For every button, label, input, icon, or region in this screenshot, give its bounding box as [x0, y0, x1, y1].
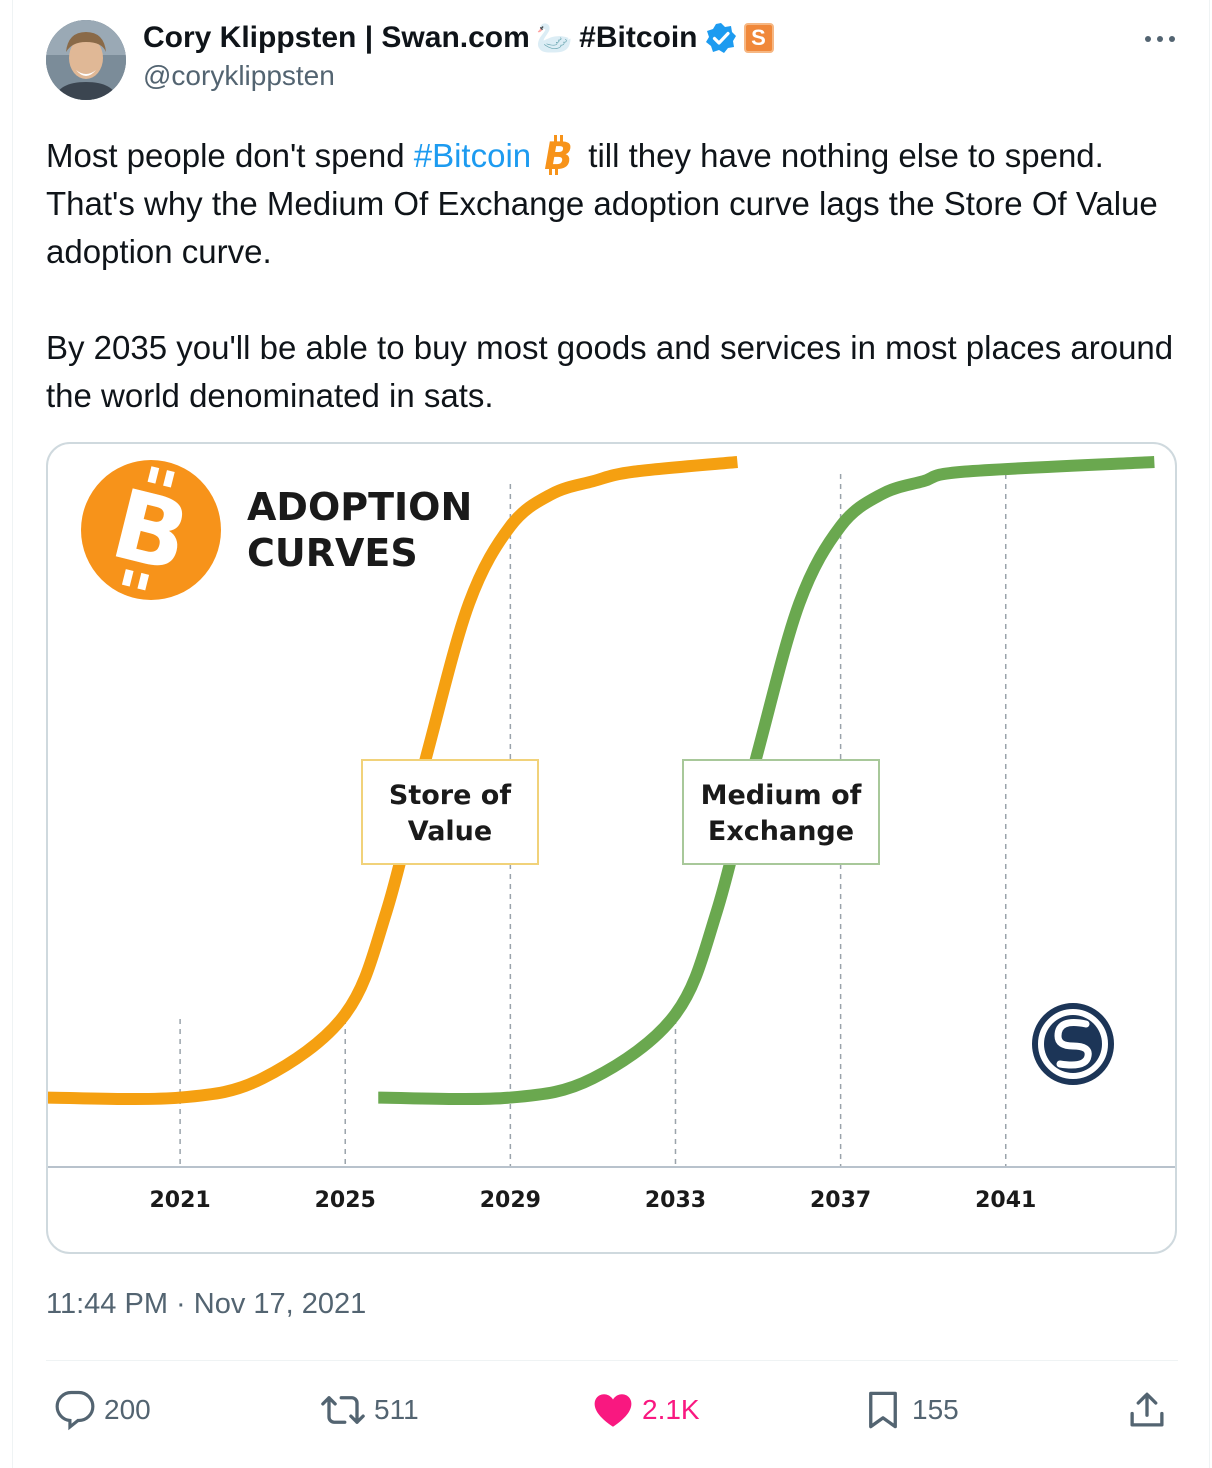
tweet-paragraph-1: Most people don't spend #Bitcoin B till t… [46, 132, 1196, 276]
share-button[interactable] [1126, 1380, 1176, 1440]
author-handle[interactable]: @coryklippsten [143, 60, 335, 91]
like-count: 2.1K [642, 1394, 700, 1425]
reply-count: 200 [104, 1394, 151, 1425]
svg-text:B: B [540, 135, 577, 175]
tweet-timestamp[interactable]: 11:44 PM · Nov 17, 2021 [46, 1288, 367, 1320]
grid-lines [179, 474, 1007, 1167]
swan-logo-icon [1032, 1003, 1114, 1085]
bitcoin-emoji-icon: B [540, 134, 577, 179]
tweet-media-chart[interactable]: 2021 2025 2029 2033 2037 2041 B ADOPTION CURV… [46, 442, 1177, 1254]
tweet-paragraph-2: By 2035 you'll be able to buy most goods… [46, 329, 1174, 414]
series-label-text: Exchange [708, 816, 854, 847]
chart-title-line1: ADOPTION [247, 485, 472, 529]
like-button[interactable]: 2.1K [592, 1380, 700, 1440]
x-tick-label: 2041 [975, 1188, 1036, 1213]
affiliate-badge[interactable]: S [743, 23, 774, 53]
x-tick-label: 2037 [810, 1188, 871, 1213]
verified-icon[interactable] [704, 21, 738, 55]
bitcoin-logo-icon: B [81, 460, 221, 600]
retweet-button[interactable]: 511 [320, 1380, 419, 1440]
tweet-hashtag-link[interactable]: #Bitcoin [413, 137, 532, 174]
display-name[interactable]: Cory Klippsten | Swan.com [143, 21, 530, 54]
swan-emoji: 🦢 [535, 21, 574, 55]
adoption-chart: 2021 2025 2029 2033 2037 2041 B ADOPTION CURV… [48, 456, 1175, 1213]
divider [46, 1360, 1178, 1361]
author-name-row[interactable]: Cory Klippsten | Swan.com 🦢 #Bitcoin S [143, 18, 780, 58]
series-label-text: Medium of [701, 780, 862, 811]
reply-icon [55, 1390, 95, 1431]
series-label-medium-of-exchange: Medium of Exchange [682, 759, 880, 865]
heart-icon [594, 1394, 632, 1427]
avatar[interactable] [46, 20, 126, 100]
name-hashtag: #Bitcoin [579, 21, 698, 54]
retweet-count: 511 [374, 1394, 419, 1425]
series-line [48, 456, 738, 1106]
tweet-text-part: Most people don't spend [46, 137, 414, 174]
more-icon[interactable] [1140, 24, 1180, 54]
series-label-store-of-value: Store of Value [361, 759, 539, 865]
tweet-text-part: till they have nothing else to spend. Th… [46, 137, 1158, 270]
action-bar: 200 511 2.1K 155 [46, 1380, 1178, 1440]
x-tick-label: 2025 [315, 1188, 376, 1213]
series-line [378, 456, 1155, 1106]
reply-button[interactable]: 200 [54, 1380, 151, 1440]
x-tick-label: 2033 [645, 1188, 706, 1213]
series-curves [48, 456, 1155, 1106]
affiliate-badge-label: S [751, 25, 766, 50]
x-tick-label: 2021 [149, 1188, 210, 1213]
tweet-text: Most people don't spend #Bitcoin B till t… [46, 132, 1196, 420]
series-label-text: Value [408, 816, 492, 847]
avatar-image [46, 20, 126, 100]
tweet-container [12, 0, 1210, 1468]
x-tick-label: 2029 [480, 1188, 541, 1213]
retweet-icon [321, 1396, 365, 1424]
bookmark-icon [869, 1391, 897, 1429]
share-icon [1130, 1392, 1164, 1427]
series-label-text: Store of [389, 780, 511, 811]
bookmark-button[interactable]: 155 [862, 1380, 959, 1440]
x-tick-labels: 2021 2025 2029 2033 2037 2041 [149, 1188, 1036, 1213]
chart-title-line2: CURVES [247, 531, 418, 575]
bookmark-count: 155 [912, 1394, 959, 1425]
